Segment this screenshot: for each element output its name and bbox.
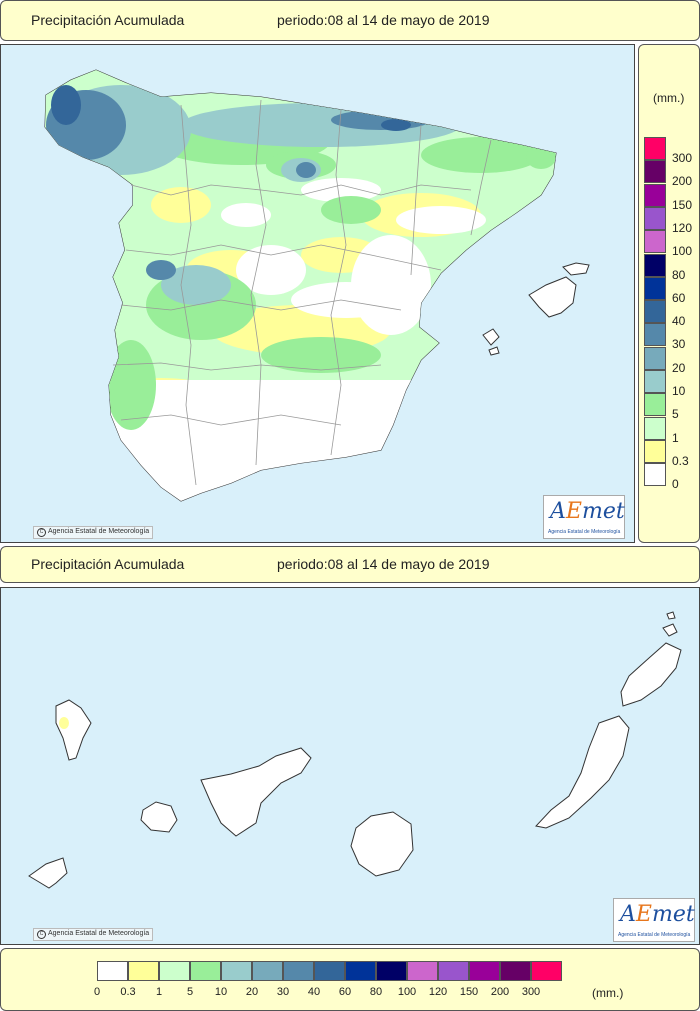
lanzarote-island — [620, 642, 682, 707]
bottom-legend-swatch — [345, 961, 376, 981]
side-legend: (mm.) 0 0.3 1 5 10 20 30 40 60 80 100 120 150 200 300 — [638, 44, 700, 543]
canary-agency-credit: C Agencia Estatal de Meteorología — [33, 928, 154, 941]
side-legend-swatch — [644, 206, 666, 230]
bottom-legend-label: 0.3 — [120, 986, 136, 998]
bottom-legend-label: 40 — [307, 986, 321, 998]
bottom-legend-label: 100 — [397, 986, 417, 998]
side-legend-label: 0 — [672, 477, 679, 492]
side-legend-label: 200 — [672, 174, 693, 189]
bottom-legend-label: 60 — [338, 986, 352, 998]
side-legend-label: 150 — [672, 197, 693, 212]
side-legend-label: 0.3 — [672, 453, 689, 468]
copyright-icon: C — [37, 528, 46, 537]
peninsula-map — [44, 69, 590, 502]
side-legend-unit: (mm.) — [653, 91, 685, 105]
bottom-legend-swatch — [531, 961, 562, 981]
canary-aemet-logo: AEmet Agencia Estatal de Meteorología — [613, 898, 695, 942]
bottom-legend-label: 300 — [521, 986, 541, 998]
period-label: periodo:08 al 14 de mayo de 2019 — [277, 12, 490, 28]
bottom-legend-swatch — [376, 961, 407, 981]
side-legend-swatch — [644, 323, 666, 347]
bottom-legend-label: 1 — [155, 986, 163, 998]
bottom-legend-unit: (mm.) — [592, 986, 624, 1000]
bottom-legend-swatch — [159, 961, 190, 981]
bottom-legend-label: 120 — [428, 986, 448, 998]
menorca-island — [562, 262, 590, 276]
peninsula-map-panel: C Agencia Estatal de Meteorología AEmet A… — [0, 44, 635, 543]
fuerteventura-island — [535, 715, 630, 829]
bottom-legend-swatch — [221, 961, 252, 981]
canary-map — [28, 611, 682, 889]
bottom-legend-swatch — [469, 961, 500, 981]
side-legend-label: 300 — [672, 151, 693, 165]
side-legend-swatch — [644, 253, 666, 277]
bottom-legend-label: 0 — [93, 986, 101, 998]
side-legend-swatch — [644, 300, 666, 324]
la-gomera-island — [140, 801, 178, 833]
bottom-legend-label: 200 — [490, 986, 510, 998]
bottom-legend-swatch — [314, 961, 345, 981]
alegranza-island — [666, 611, 676, 620]
bottom-legend-swatch — [97, 961, 128, 981]
bottom-legend-label: 80 — [369, 986, 383, 998]
bottom-legend-swatch — [190, 961, 221, 981]
side-legend-swatch — [644, 463, 666, 487]
side-legend-label: 20 — [672, 360, 686, 375]
bottom-legend-label: 150 — [459, 986, 479, 998]
bottom-legend-swatch — [283, 961, 314, 981]
side-legend-label: 120 — [672, 220, 693, 235]
bottom-legend-swatch — [128, 961, 159, 981]
top-header-bar: Precipitación Acumulada periodo:08 al 14… — [0, 0, 700, 41]
side-legend-label: 40 — [672, 314, 686, 329]
side-legend-label: 5 — [672, 407, 679, 422]
el-hierro-island — [28, 857, 68, 889]
side-legend-swatch — [644, 137, 666, 160]
side-legend-swatch — [644, 346, 666, 370]
side-legend-swatch — [644, 416, 666, 440]
la-graciosa-island — [662, 623, 678, 637]
tenerife-island — [200, 747, 312, 837]
bottom-legend-swatch — [407, 961, 438, 981]
side-legend-swatch — [644, 276, 666, 300]
bottom-legend-swatch — [438, 961, 469, 981]
la-palma-island — [55, 699, 92, 761]
canary-map-panel: C Agencia Estatal de Meteorología AEmet A… — [0, 587, 700, 945]
canary-map-title: Precipitación Acumulada — [31, 556, 185, 572]
side-legend-label: 60 — [672, 290, 686, 305]
formentera-island — [488, 346, 500, 356]
canary-header-bar: Precipitación Acumulada periodo:08 al 14… — [0, 546, 700, 583]
bottom-legend-label: 10 — [214, 986, 228, 998]
side-legend-label: 1 — [672, 430, 679, 445]
bottom-legend-label: 20 — [245, 986, 259, 998]
canary-period-label: periodo:08 al 14 de mayo de 2019 — [277, 556, 490, 572]
canary-copyright-icon: C — [37, 930, 46, 939]
map-title: Precipitación Acumulada — [31, 12, 185, 28]
bottom-legend-label: 5 — [186, 986, 194, 998]
agency-credit: C Agencia Estatal de Meteorología — [33, 526, 154, 539]
gran-canaria-island — [350, 811, 414, 877]
side-legend-swatch — [644, 370, 666, 393]
side-legend-label: 30 — [672, 337, 686, 352]
bottom-legend-swatch — [500, 961, 531, 981]
side-legend-label: 100 — [672, 244, 693, 259]
side-legend-swatch — [644, 439, 666, 463]
side-legend-swatch — [644, 183, 666, 207]
side-legend-label: 80 — [672, 267, 686, 282]
province-borders — [112, 99, 492, 486]
side-legend-swatch — [644, 393, 666, 417]
bottom-legend-label: 30 — [276, 986, 290, 998]
bottom-legend-swatch — [252, 961, 283, 981]
side-legend-swatch — [644, 230, 666, 254]
side-legend-label: 10 — [672, 384, 686, 398]
mallorca-island — [528, 276, 577, 318]
side-legend-swatch — [644, 160, 666, 184]
la-palma-rain-patch — [59, 717, 69, 729]
aemet-logo: AEmet Agencia Estatal de Meteorología — [543, 495, 625, 539]
ibiza-island — [482, 328, 500, 346]
